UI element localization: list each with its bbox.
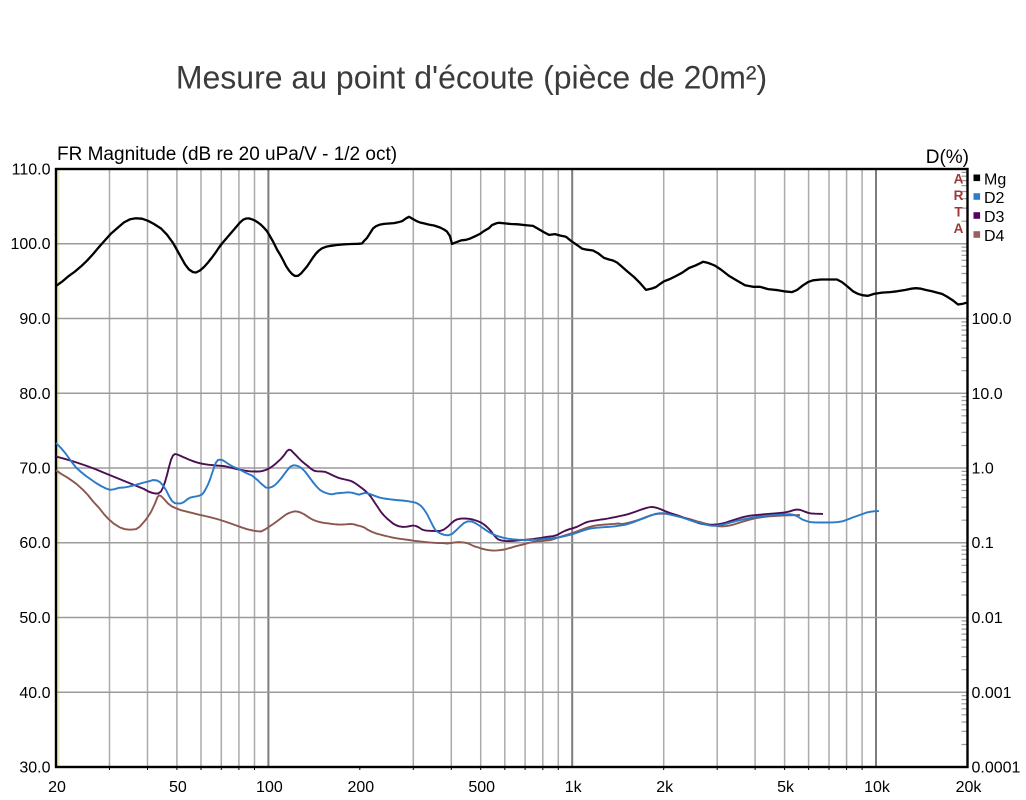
svg-text:Mg: Mg (984, 171, 1006, 188)
svg-text:50: 50 (169, 779, 187, 796)
svg-text:100: 100 (256, 779, 283, 796)
svg-text:R: R (954, 188, 964, 203)
svg-text:1.0: 1.0 (972, 461, 994, 478)
svg-text:70.0: 70.0 (19, 461, 50, 478)
svg-text:40.0: 40.0 (19, 685, 50, 702)
svg-text:0.01: 0.01 (972, 610, 1003, 627)
svg-text:80.0: 80.0 (19, 386, 50, 403)
svg-text:110.0: 110.0 (12, 162, 51, 179)
svg-text:A: A (954, 171, 964, 186)
svg-text:10.0: 10.0 (972, 386, 1003, 403)
svg-text:100.0: 100.0 (10, 236, 50, 253)
svg-text:30.0: 30.0 (19, 760, 50, 777)
svg-text:500: 500 (468, 779, 495, 796)
svg-text:10k: 10k (864, 779, 891, 796)
svg-text:0.1: 0.1 (972, 535, 994, 552)
svg-text:1k: 1k (565, 779, 583, 796)
svg-text:0.001: 0.001 (972, 685, 1012, 702)
svg-text:T: T (954, 204, 963, 219)
svg-text:FR Magnitude (dB re 20 uPa/V -: FR Magnitude (dB re 20 uPa/V - 1/2 oct) (57, 144, 397, 165)
svg-text:100.0: 100.0 (972, 311, 1012, 328)
svg-text:20k: 20k (956, 779, 983, 796)
svg-text:D4: D4 (984, 228, 1005, 245)
svg-text:200: 200 (347, 779, 374, 796)
svg-text:Mesure au point d'écoute (pièc: Mesure au point d'écoute (pièce de 20m²) (176, 60, 767, 96)
svg-text:5k: 5k (777, 779, 795, 796)
svg-text:2k: 2k (656, 779, 674, 796)
svg-text:50.0: 50.0 (19, 610, 50, 627)
svg-text:D(%): D(%) (926, 147, 969, 168)
svg-text:90.0: 90.0 (19, 311, 50, 328)
svg-text:0.0001: 0.0001 (972, 760, 1021, 777)
svg-text:D2: D2 (984, 190, 1005, 207)
svg-text:60.0: 60.0 (19, 535, 50, 552)
svg-text:A: A (954, 221, 964, 236)
svg-text:D3: D3 (984, 209, 1005, 226)
svg-text:20: 20 (48, 779, 66, 796)
